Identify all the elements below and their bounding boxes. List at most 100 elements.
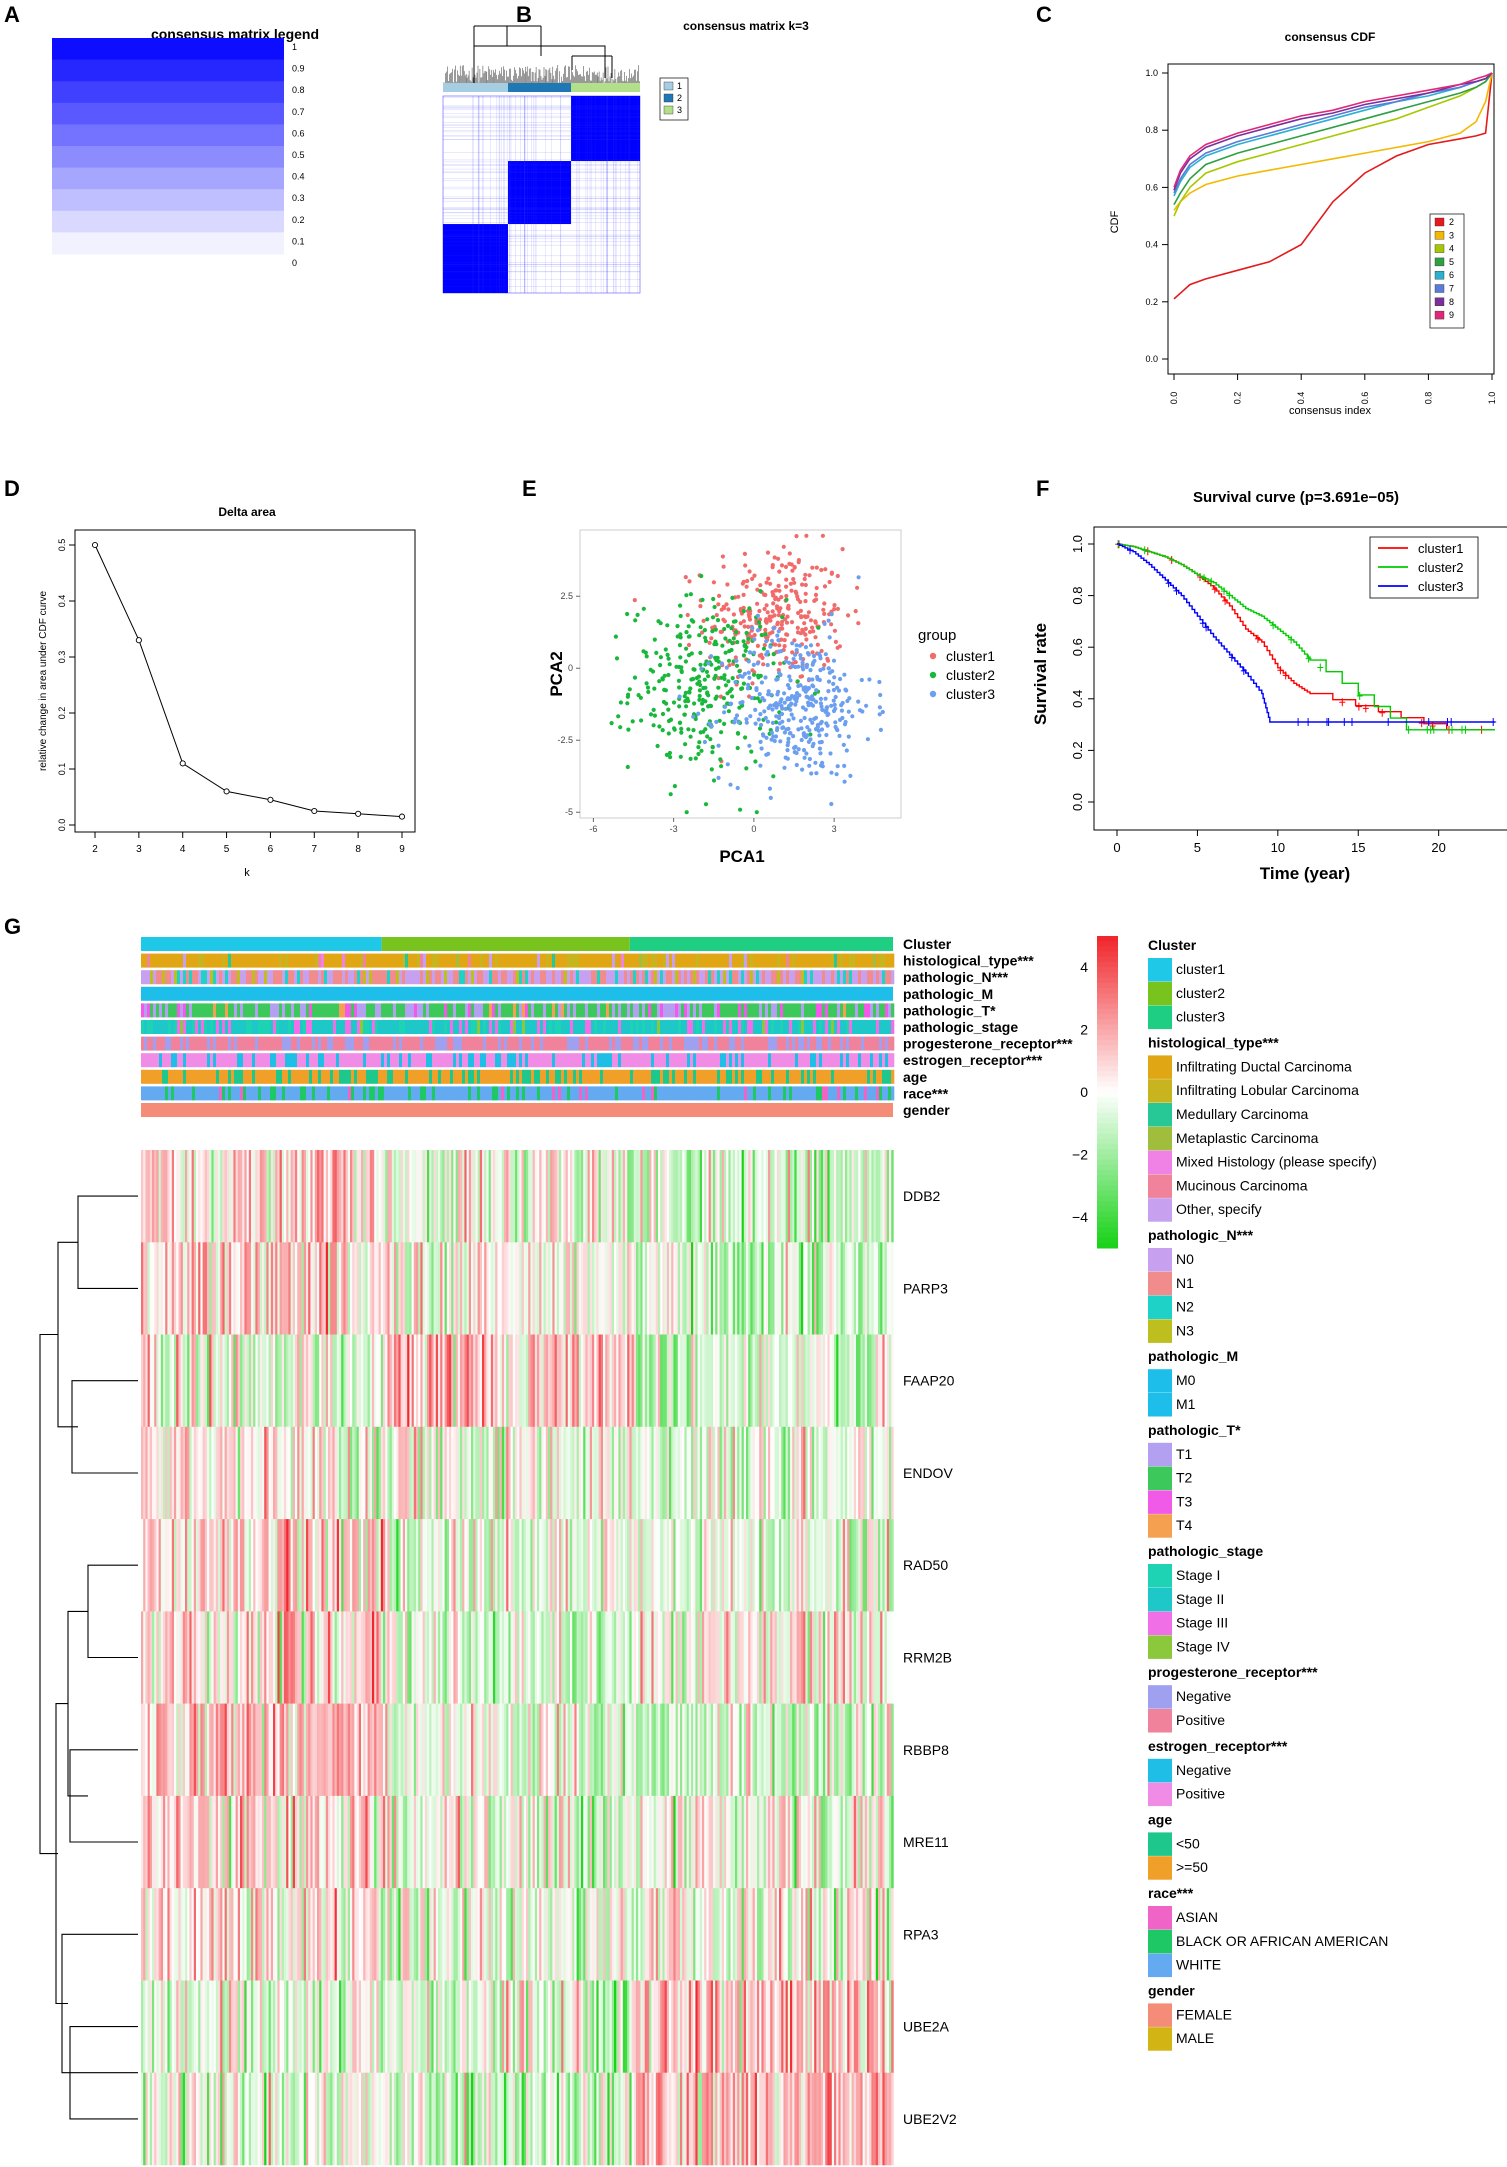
- panel-g-heat-cell: [482, 1334, 485, 1428]
- panel-e-point-cluster1: [811, 629, 816, 634]
- panel-g-heat-cell: [785, 1150, 789, 1243]
- panel-c-legend-swatch: [1434, 244, 1445, 253]
- panel-g-annot-cell: [798, 1053, 802, 1068]
- panel-g-annot-cell: [525, 1069, 529, 1084]
- panel-g-heat-cell: [508, 1334, 511, 1428]
- panel-e-point-cluster3: [785, 696, 791, 701]
- panel-g-annot-cell: [717, 1053, 721, 1068]
- panel-g-heat-cell: [548, 1150, 551, 1243]
- panel-g-annot-cell: [630, 1020, 634, 1034]
- panel-e-point-cluster3: [777, 721, 782, 726]
- panel-g-annot-cell: [210, 1036, 214, 1051]
- panel-g-heat-cell: [537, 1426, 540, 1520]
- panel-g-annot-cell: [144, 1036, 148, 1051]
- panel-g-heat-cell: [171, 1150, 175, 1243]
- panel-e-point-cluster3: [850, 714, 855, 719]
- panel-e-point-cluster1: [743, 563, 748, 568]
- panel-g-heat-cell: [376, 1150, 379, 1243]
- panel-e-point-cluster2: [699, 573, 704, 579]
- panel-g-heat-cell: [376, 1519, 379, 1612]
- panel-c-legend-label: 7: [1449, 284, 1454, 294]
- panel-g-heat-cell: [572, 1426, 575, 1520]
- panel-g-annot-cell: [516, 953, 520, 968]
- panel-g-heat-cell: [570, 1426, 573, 1520]
- panel-g-annot-cell: [576, 1086, 580, 1101]
- panel-g-annot-cell: [594, 1020, 598, 1034]
- panel-g-heat-cell: [880, 1242, 883, 1335]
- panel-a-scale-label: 0.3: [292, 193, 305, 203]
- panel-g-annot-cell: [576, 1036, 580, 1051]
- panel-g-heat-cell: [275, 1426, 278, 1520]
- panel-g-annot-cell: [513, 953, 517, 968]
- panel-g-heat-cell: [616, 1242, 619, 1335]
- panel-g-annot-cell: [885, 1053, 889, 1068]
- panel-g-annot-cell: [732, 1003, 736, 1018]
- panel-e-point-cluster2: [713, 627, 718, 632]
- panel-e-point-cluster1: [795, 625, 800, 631]
- panel-g-annot-cell: [360, 953, 364, 968]
- panel-g-annot-cell: [579, 1003, 583, 1018]
- panel-g-heat-cell: [246, 1519, 250, 1612]
- panel-g-annot-cell: [684, 1036, 688, 1051]
- panel-g-annot-cell: [621, 970, 625, 985]
- panel-g-annot-cell: [324, 1053, 328, 1068]
- panel-g-annot-cell: [816, 1003, 820, 1018]
- panel-f-ylabel: Survival rate: [1031, 623, 1050, 725]
- panel-g-annot-cell: [483, 1020, 487, 1034]
- panel-g-annot-cell: [525, 970, 529, 985]
- panel-e-point-cluster2: [716, 685, 721, 690]
- panel-g-heat-cell: [380, 1519, 384, 1612]
- panel-g-heat-cell: [884, 1519, 888, 1612]
- panel-g-annot-cell: [813, 1036, 817, 1051]
- panel-c-legend-swatch: [1434, 284, 1445, 293]
- panel-a-scale-label: 0.7: [292, 107, 305, 117]
- panel-g-annot-cell: [657, 1003, 661, 1018]
- panel-e-point-cluster3: [735, 785, 740, 791]
- panel-g-annot-cell: [153, 953, 157, 968]
- panel-g-annot-cell: [564, 1069, 568, 1084]
- panel-g-annot-cell: [465, 1053, 469, 1068]
- panel-d-x-tick-label: 2: [92, 844, 98, 855]
- panel-g-heat-cell: [242, 1150, 245, 1243]
- panel-g-annot-cell: [288, 953, 292, 968]
- panel-g-heatmap: Clusterhistological_type***pathologic_N*…: [39, 936, 1388, 2166]
- panel-g-heat-cell: [383, 1334, 386, 1428]
- panel-g-annot-cell: [168, 1053, 172, 1068]
- panel-g-heat-cell: [451, 1426, 454, 1520]
- panel-g-annot-cell: [657, 953, 661, 968]
- panel-e-point-cluster3: [793, 702, 798, 707]
- panel-g-heat-cell: [858, 1150, 861, 1243]
- panel-g-heat-cell: [662, 1150, 665, 1243]
- panel-g-heat-cell: [446, 1334, 450, 1428]
- panel-g-heat-cell: [763, 1519, 767, 1612]
- panel-g-annot-cell: [681, 953, 685, 968]
- panel-g-annot-cell: [312, 1069, 316, 1084]
- panel-g-annot-cell: [594, 1053, 598, 1068]
- panel-g-annot-cell: [762, 970, 766, 985]
- panel-g-heat-cell: [156, 1334, 159, 1428]
- panel-g-heat-cell: [409, 1426, 412, 1520]
- panel-b-legend-swatch: [663, 93, 674, 103]
- panel-g-annot-cell: [429, 1036, 433, 1051]
- panel-g-annot-cell: [714, 1053, 718, 1068]
- panel-g-annot-cell: [858, 1069, 862, 1084]
- panel-g-annot-cell: [891, 1036, 895, 1051]
- panel-g-heat-cell: [504, 1426, 507, 1520]
- panel-g-annot-cell: [552, 953, 556, 968]
- panel-g-annot-cell: [795, 970, 799, 985]
- panel-e-point-cluster1: [778, 606, 783, 611]
- panel-g-heat-cell: [180, 1242, 184, 1335]
- panel-e-point-cluster3: [865, 737, 871, 742]
- panel-g-annot-cell: [375, 1086, 379, 1101]
- panel-g-heat-cell: [506, 1519, 509, 1612]
- panel-g-heat-cell: [867, 1519, 870, 1612]
- panel-b-legend-label: 2: [677, 93, 682, 103]
- panel-e-point-cluster2: [692, 667, 697, 672]
- panel-g-heat-cell: [660, 1334, 663, 1428]
- panel-g-annot-cell: [435, 953, 439, 968]
- panel-g-annot-cell: [567, 1086, 571, 1101]
- panel-g-heat-cell: [488, 1150, 492, 1243]
- panel-g-annot-cell: [837, 953, 841, 968]
- panel-g-annot-cell: [747, 970, 751, 985]
